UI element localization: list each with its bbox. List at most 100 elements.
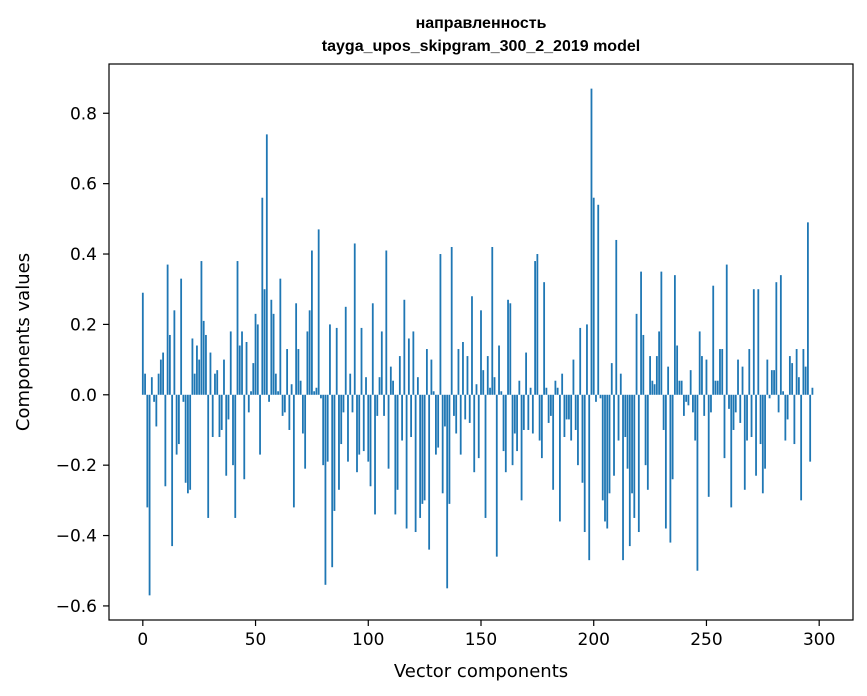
bar-45	[243, 394, 246, 480]
bar-290	[795, 349, 798, 395]
bar-8	[159, 359, 162, 395]
bar-217	[631, 394, 633, 494]
bar-146	[471, 296, 473, 395]
bar-3	[148, 394, 151, 596]
bar-116	[403, 299, 406, 395]
bar-86	[335, 327, 338, 395]
bar-28	[205, 334, 207, 395]
bar-278	[768, 394, 771, 399]
bar-119	[410, 394, 413, 438]
bar-30	[209, 352, 212, 395]
bar-271	[752, 289, 755, 395]
bar-265	[739, 394, 742, 423]
bar-130	[435, 394, 437, 455]
bar-94	[353, 243, 356, 395]
bar-97	[360, 327, 363, 395]
bar-156	[493, 377, 496, 395]
bar-149	[477, 394, 480, 459]
bar-281	[775, 282, 778, 395]
bar-213	[622, 394, 624, 561]
bar-194	[579, 327, 582, 395]
bar-61	[279, 278, 282, 395]
bar-63	[283, 394, 286, 413]
bar-137	[450, 246, 453, 395]
x-axis-label: Vector components	[394, 661, 568, 682]
bar-193	[577, 394, 579, 466]
bar-250	[705, 359, 708, 395]
bar-215	[626, 394, 629, 469]
bar-143	[464, 394, 467, 420]
bar-223	[644, 394, 647, 466]
bar-292	[800, 394, 803, 501]
bar-117	[405, 394, 408, 529]
bar-84	[331, 394, 334, 568]
bar-98	[362, 394, 365, 452]
bar-203	[599, 394, 602, 399]
bar-243	[689, 370, 692, 395]
bar-189	[568, 394, 570, 420]
chart-title-line1: направленность	[416, 15, 547, 32]
bar-111	[392, 380, 394, 395]
bar-266	[741, 366, 744, 395]
bar-60	[277, 391, 279, 395]
bar-125	[423, 394, 426, 501]
y-axis-ticks: −0.6 −0.4 −0.2 0.0 0.2 0.4 0.6 0.8	[56, 104, 109, 617]
bar-273	[757, 289, 760, 395]
bar-259	[725, 264, 728, 395]
x-tick-label: 50	[245, 630, 267, 650]
bar-297	[811, 387, 814, 395]
bar-160	[502, 394, 505, 452]
bar-109	[387, 394, 390, 469]
bar-38	[227, 394, 230, 420]
bar-85	[333, 394, 336, 511]
bar-258	[723, 394, 726, 459]
bar-247	[698, 331, 701, 395]
bar-105	[378, 377, 381, 395]
y-tick-label: 0.0	[70, 386, 97, 406]
bar-246	[696, 394, 699, 571]
bar-0	[141, 292, 144, 395]
bar-218	[633, 394, 636, 518]
bar-10	[164, 394, 167, 487]
bar-56	[268, 394, 270, 402]
bar-187	[563, 394, 566, 438]
bar-245	[694, 394, 697, 441]
bar-296	[809, 394, 812, 462]
bar-164	[511, 394, 514, 466]
bar-167	[518, 380, 521, 395]
bar-209	[613, 394, 615, 476]
bar-155	[491, 246, 494, 395]
bar-39	[229, 331, 232, 395]
bar-53	[261, 197, 264, 395]
bar-18	[182, 394, 185, 402]
bar-161	[504, 394, 507, 473]
bar-230	[660, 271, 663, 395]
bar-175	[536, 254, 539, 395]
bar-123	[419, 394, 422, 518]
bar-157	[495, 394, 498, 557]
bar-82	[326, 394, 329, 462]
bar-120	[412, 331, 415, 395]
bar-126	[425, 349, 428, 395]
x-tick-label: 250	[690, 630, 722, 650]
bar-90	[344, 306, 347, 395]
bar-44	[241, 331, 243, 395]
bar-104	[376, 394, 379, 416]
bar-29	[207, 394, 210, 518]
bar-128	[430, 359, 433, 395]
bar-283	[779, 275, 782, 395]
bar-244	[692, 394, 694, 413]
bar-275	[761, 394, 764, 494]
bar-159	[500, 391, 503, 395]
bar-220	[637, 394, 640, 533]
bar-51	[256, 324, 259, 395]
bar-15	[175, 394, 178, 455]
bar-135	[446, 394, 449, 589]
x-tick-label: 200	[578, 630, 610, 650]
bar-55	[265, 134, 268, 395]
y-tick-label: −0.6	[56, 597, 97, 617]
bar-237	[676, 345, 679, 395]
bar-181	[549, 394, 552, 416]
bar-4	[150, 377, 153, 395]
